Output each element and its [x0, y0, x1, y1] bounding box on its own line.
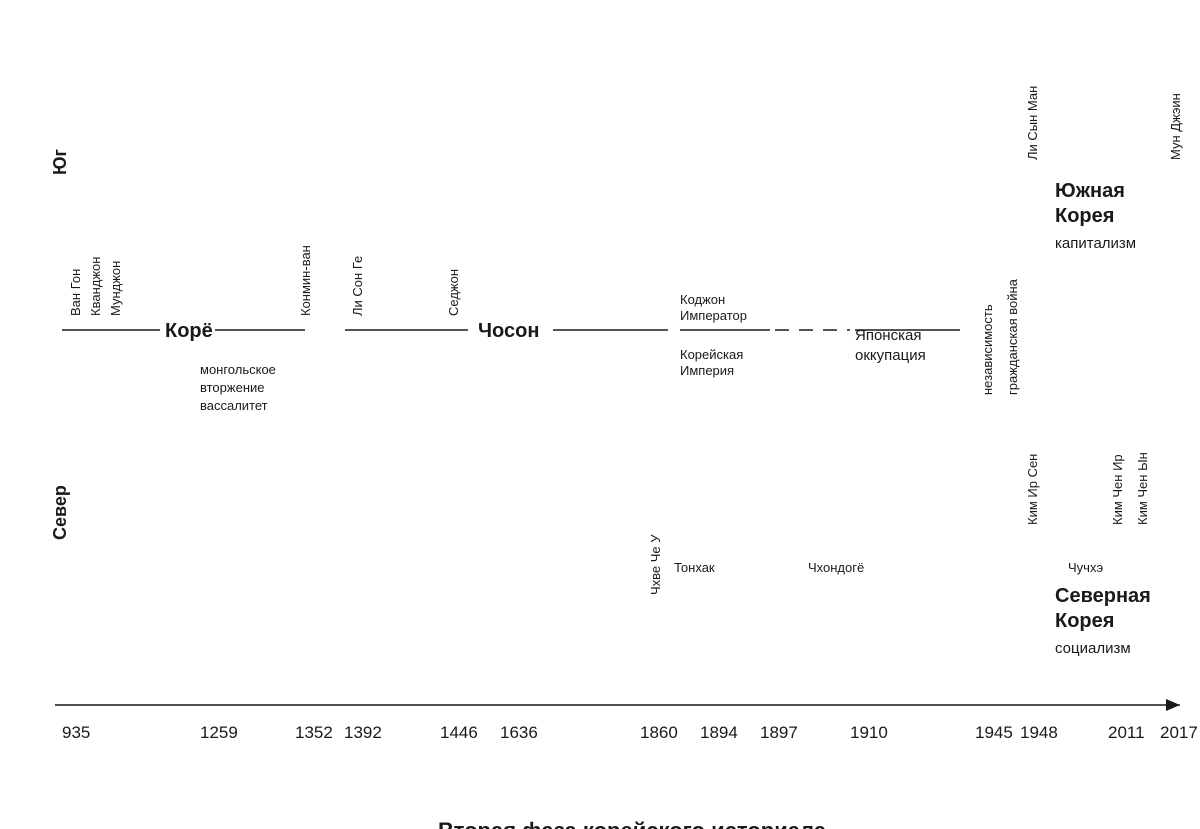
label: независимость — [980, 304, 995, 395]
label: Корейская — [680, 347, 743, 362]
label: 1352 — [295, 723, 333, 743]
label: Коджон — [680, 292, 725, 307]
label: Ким Ир Сен — [1025, 454, 1040, 525]
label: 1948 — [1020, 723, 1058, 743]
label: 1259 — [200, 723, 238, 743]
diagram-svg — [0, 0, 1200, 829]
label: Чосон — [478, 320, 539, 343]
label: Мунджон — [108, 261, 123, 316]
label: 1636 — [500, 723, 538, 743]
label: гражданская война — [1005, 279, 1020, 395]
label: 1910 — [850, 723, 888, 743]
label: Японская — [855, 327, 921, 344]
label: Ким Чен Ын — [1135, 452, 1150, 525]
label: 1392 — [344, 723, 382, 743]
label: 1894 — [700, 723, 738, 743]
label: вассалитет — [200, 398, 268, 413]
label: Чхве Че У — [648, 534, 663, 595]
label: Ван Гон — [68, 269, 83, 316]
label: Конмин-ван — [298, 245, 313, 316]
label: 1860 — [640, 723, 678, 743]
label: Кванджон — [88, 257, 103, 316]
label: Империя — [680, 363, 734, 378]
label: Тонхак — [674, 560, 715, 575]
label: Ли Сон Ге — [350, 256, 365, 316]
axis-south: Юг — [50, 149, 71, 175]
label: монгольское — [200, 362, 276, 377]
diagram-title: Вторая фаза корейского историала — [438, 818, 826, 829]
label: Корея — [1055, 610, 1114, 633]
label: Южная — [1055, 180, 1125, 203]
label: вторжение — [200, 380, 265, 395]
label: Корё — [165, 320, 213, 343]
label: 1446 — [440, 723, 478, 743]
label: Император — [680, 308, 747, 323]
label: Ким Чен Ир — [1110, 454, 1125, 525]
label: Северная — [1055, 585, 1151, 608]
label: Седжон — [446, 269, 461, 316]
label: Чучхэ — [1068, 560, 1103, 575]
label: 2011 — [1108, 723, 1145, 743]
label: оккупация — [855, 347, 926, 364]
label: социализм — [1055, 640, 1131, 657]
label: 1897 — [760, 723, 798, 743]
label: Мун Джэин — [1168, 93, 1183, 160]
label: капитализм — [1055, 235, 1136, 252]
label: Чхондогё — [808, 560, 864, 575]
label: 2017 — [1160, 723, 1198, 743]
label: 935 — [62, 723, 90, 743]
label: Ли Сын Ман — [1025, 86, 1040, 160]
axis-north: Север — [50, 485, 71, 540]
label: 1945 — [975, 723, 1013, 743]
label: Корея — [1055, 205, 1114, 228]
timeline-diagram: Юг Север 935 1259 1352 1392 1446 1636 1860 1894… — [0, 0, 1200, 829]
